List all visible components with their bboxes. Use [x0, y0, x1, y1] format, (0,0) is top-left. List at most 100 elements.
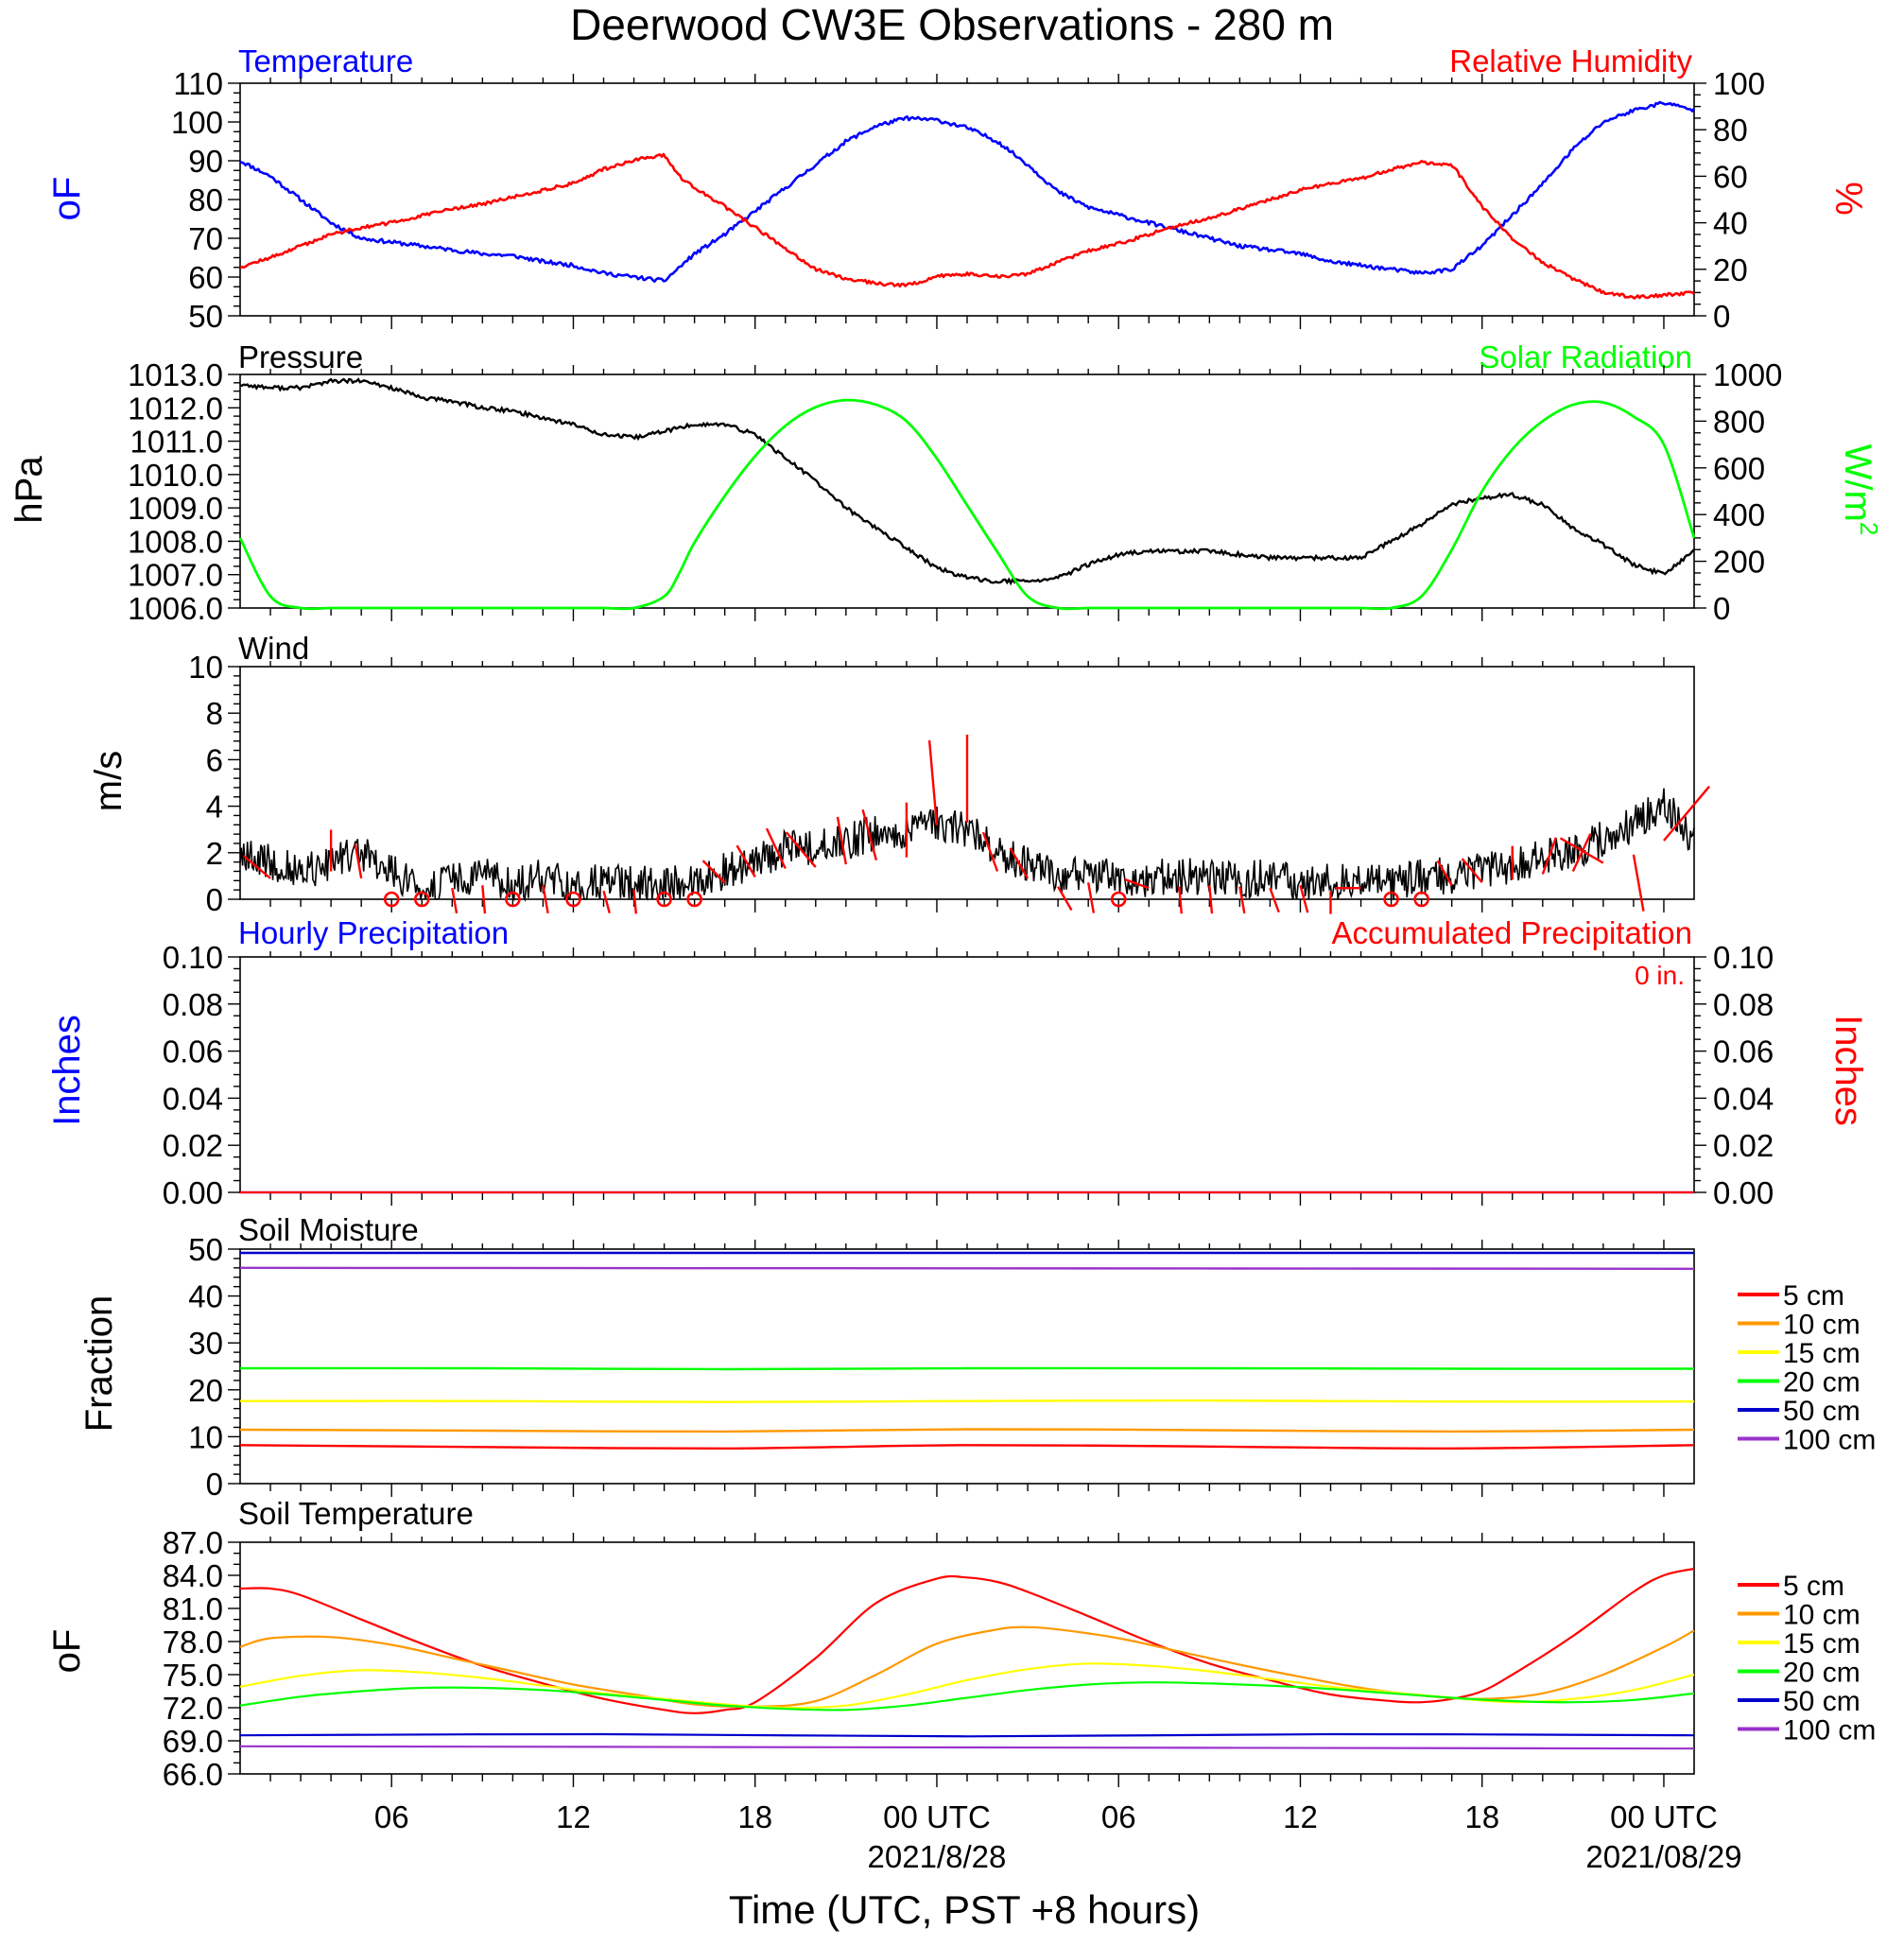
- wind-barb: [1124, 877, 1150, 890]
- wind-barb: [1009, 847, 1030, 879]
- y-tick-label: 0: [206, 1467, 223, 1502]
- wind-barb: [1541, 837, 1558, 875]
- pressure-unit: hPa: [9, 456, 50, 524]
- y-tick-label: 4: [206, 790, 223, 825]
- accum-precip-axis: 0.00 0.02 0.04 0.06 0.08 0.10: [1694, 940, 1774, 1210]
- panel-wind: Wind m/s 0 2 4 6 8 10: [88, 631, 1710, 917]
- soil-moisture-axis: 0 10 20 30 40 50: [188, 1232, 240, 1502]
- wind-barb: [736, 844, 756, 877]
- panel-temperature-humidity: Temperature Relative Humidity oF % 50 60 7…: [46, 43, 1869, 334]
- y-tick-label: 0.10: [1713, 940, 1774, 975]
- y-tick-label: 40: [1713, 206, 1748, 241]
- y-tick-label: 0.02: [163, 1128, 223, 1163]
- y-tick-label: 400: [1713, 497, 1765, 532]
- legend-label: 50 cm: [1783, 1396, 1861, 1427]
- hourly-precip-unit: Inches: [46, 1015, 88, 1126]
- y-tick-label: 10: [188, 1419, 223, 1454]
- humidity-title: Relative Humidity: [1449, 43, 1692, 78]
- wind-barb: [1559, 837, 1604, 864]
- wind-barb: [1269, 887, 1280, 913]
- wind-barb: [1299, 884, 1309, 913]
- x-tick-label: 00 UTC: [883, 1799, 991, 1834]
- legend-label: 10 cm: [1783, 1310, 1861, 1341]
- y-tick-label: 0.04: [1713, 1081, 1774, 1116]
- wind-barb: [1436, 860, 1453, 886]
- calm-wind-marker: [1383, 891, 1399, 908]
- humidity-line: [239, 152, 1695, 300]
- wind-barb: [1086, 882, 1096, 913]
- y-tick-label: 50: [188, 1232, 223, 1267]
- wind-barb: [765, 827, 787, 870]
- solar-title: Solar Radiation: [1479, 339, 1692, 374]
- y-tick-label: 600: [1713, 451, 1765, 486]
- y-tick-label: 90: [188, 144, 223, 179]
- y-tick-label: 87.0: [163, 1525, 223, 1560]
- plot-area-precipitation: [239, 947, 1695, 1206]
- y-tick-label: 1000: [1713, 357, 1782, 392]
- y-tick-label: 0.00: [1713, 1175, 1774, 1210]
- y-tick-label: 8: [206, 696, 223, 731]
- panel-soil-temperature: Soil Temperature oF 66.069.072.075.078.0…: [46, 1496, 1876, 1792]
- wind-barb: [242, 855, 271, 879]
- calm-wind-marker: [686, 891, 702, 908]
- pressure-axis: 1006.01007.01008.01009.01010.01011.01012…: [128, 357, 240, 626]
- calm-wind-marker: [505, 891, 521, 908]
- soil-moisture-title: Soil Moisture: [238, 1212, 419, 1247]
- temperature-unit: oF: [46, 177, 88, 221]
- y-tick-label: 6: [206, 742, 223, 777]
- plot-area-soil-temperature: [239, 1533, 1695, 1787]
- calm-wind-marker: [656, 891, 672, 908]
- wind-barb: [836, 816, 848, 865]
- wind-title: Wind: [238, 631, 309, 666]
- y-tick-label: 2: [206, 836, 223, 871]
- soil-moisture-line: [239, 1428, 1695, 1433]
- y-tick-label: 69.0: [163, 1724, 223, 1759]
- wind-barb: [861, 809, 878, 860]
- humidity-unit: %: [1827, 182, 1869, 216]
- plot-area-soil-moisture: [239, 1240, 1695, 1497]
- soil-temperature-unit: oF: [46, 1629, 88, 1674]
- wind-barb: [632, 889, 637, 914]
- y-tick-label: 0: [206, 882, 223, 917]
- solar-unit: W/m2: [1837, 444, 1883, 536]
- y-tick-label: 20: [1713, 252, 1748, 287]
- y-tick-label: 1012.0: [128, 391, 223, 426]
- wind-barb: [481, 885, 487, 914]
- accum-precip-unit: Inches: [1827, 1015, 1869, 1126]
- soil-temperature-line: [239, 1681, 1695, 1711]
- wind-barb: [1461, 858, 1483, 884]
- y-tick-label: 60: [188, 260, 223, 295]
- plot-area-wind: [239, 657, 1710, 914]
- panel-precipitation: Hourly Precipitation Accumulated Precipi…: [46, 915, 1869, 1210]
- wind-barb: [1632, 854, 1645, 912]
- calm-wind-marker: [383, 891, 400, 908]
- x-tick-label: 06: [1101, 1799, 1136, 1834]
- y-tick-label: 10: [188, 650, 223, 685]
- y-tick-label: 50: [188, 299, 223, 334]
- y-tick-label: 1007.0: [128, 558, 223, 593]
- wind-barb: [1057, 886, 1073, 912]
- y-tick-label: 100: [1713, 66, 1765, 101]
- legend-label: 100 cm: [1783, 1425, 1876, 1456]
- y-tick-label: 66.0: [163, 1757, 223, 1792]
- solar-radiation-line: [238, 398, 1696, 611]
- y-tick-label: 200: [1713, 545, 1765, 580]
- y-tick-label: 81.0: [163, 1591, 223, 1626]
- calm-wind-marker: [565, 891, 581, 908]
- calm-wind-marker: [413, 891, 430, 908]
- calm-wind-marker: [1413, 891, 1429, 908]
- wind-barb: [701, 860, 726, 884]
- hourly-precip-title: Hourly Precipitation: [238, 915, 509, 950]
- wind-barb: [354, 843, 363, 879]
- y-tick-label: 80: [1713, 113, 1748, 148]
- x-date-label: 2021/08/29: [1585, 1839, 1741, 1874]
- soil-temperature-line: [239, 1567, 1695, 1714]
- y-tick-label: 75.0: [163, 1658, 223, 1693]
- y-tick-label: 1009.0: [128, 491, 223, 526]
- y-tick-label: 0.04: [163, 1081, 223, 1116]
- pressure-line: [239, 377, 1695, 586]
